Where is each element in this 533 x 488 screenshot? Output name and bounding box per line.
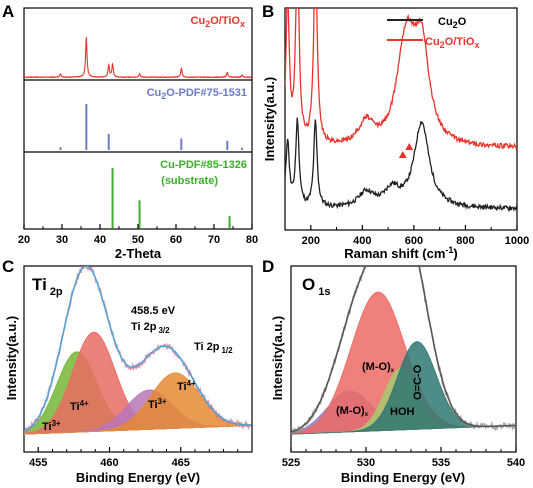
panel-c-title: Ti 2p — [32, 275, 63, 298]
panel-c: C 455 460 465 Ti 2p 458.5 eV Ti 2p 3/2 Ti 2p… — [2, 257, 253, 485]
x-tick-label: 30 — [56, 234, 68, 246]
panel-d: D 525 530 535 540 O 1s (M-O)x (M-O)x HOH O=C… — [262, 257, 525, 485]
panel-c-x-axis-label: Binding Energy (eV) — [76, 470, 200, 485]
panel-d-x-axis-label: Binding Energy (eV) — [341, 470, 465, 485]
panel-a-plot-area — [24, 37, 252, 228]
panel-d-letter: D — [262, 257, 274, 276]
panel-c-letter: C — [2, 257, 14, 276]
x-tick-label: 600 — [405, 235, 423, 247]
x-tick-label: 70 — [208, 234, 220, 246]
panel-b-x-ticks: 200 400 600 800 1000 — [284, 225, 529, 247]
panel-d-comp-label-1: (M-O)x — [336, 405, 369, 418]
panel-d-title: O 1s — [302, 275, 330, 298]
panel-a-label-cu-pdf: Cu-PDF#85-1326 — [160, 159, 247, 171]
panel-a-label-cu2o-tiox: Cu2O/TiOx — [191, 15, 245, 29]
raman-marker-triangle — [398, 151, 407, 158]
panel-d-plot-area — [291, 266, 516, 437]
panel-b-x-axis-label: Raman shift (cm-1) — [344, 245, 458, 261]
x-tick-label: 60 — [170, 234, 182, 246]
panel-c-comp-label-2: Ti4+ — [70, 399, 89, 413]
x-tick-label: 460 — [100, 457, 118, 469]
panel-c-x-ticks: 455 460 465 — [23, 447, 253, 469]
panel-a-label-cu2o-pdf: Cu2O-PDF#75-1531 — [147, 87, 247, 101]
panel-c-ti2p32-annotation: Ti 2p 3/2 — [131, 321, 170, 335]
x-tick-label: 530 — [357, 457, 375, 469]
xps-fit-envelope — [291, 266, 516, 433]
panel-b-letter: B — [262, 2, 274, 21]
panel-b-y-axis-label: Intensity(a.u.) — [262, 77, 277, 162]
panel-a: A 20 30 40 50 60 70 80 Cu2O/TiOx Cu2O-PDF#75-1… — [2, 2, 258, 261]
x-tick-label: 400 — [353, 235, 371, 247]
panel-b-plot-area — [285, 8, 517, 213]
legend-label-cu2o-tiox: Cu2O/TiOx — [425, 36, 479, 50]
panel-d-comp-label-4: O=C-O — [412, 364, 424, 400]
panel-d-frame — [290, 265, 517, 453]
x-tick-label: 40 — [94, 234, 106, 246]
x-tick-label: 80 — [246, 234, 258, 246]
x-tick-label: 540 — [507, 457, 525, 469]
panel-d-comp-label-2: (M-O)x — [362, 361, 395, 374]
x-tick-label: 1000 — [505, 235, 529, 247]
panel-a-x-ticks: 20 30 40 50 60 70 80 — [18, 224, 258, 246]
panel-b-legend: Cu2O Cu2O/TiOx — [387, 16, 479, 50]
panel-c-energy-annotation: 458.5 eV — [131, 305, 176, 317]
panel-a-label-substrate: (substrate) — [161, 175, 218, 187]
xps-component-peak — [291, 341, 516, 435]
x-tick-label: 800 — [456, 235, 474, 247]
x-tick-label: 455 — [29, 457, 47, 469]
panel-b: B 200 400 600 800 1000 Cu2O Cu2O/TiOx Intens… — [262, 2, 529, 261]
x-tick-label: 525 — [282, 457, 300, 469]
xrd-pattern-line — [24, 37, 252, 79]
panel-c-ti2p12-annotation: Ti 2p 1/2 — [194, 341, 233, 355]
xps-fit-envelope — [24, 266, 252, 432]
panel-d-comp-label-3: HOH — [390, 406, 415, 418]
raman-series-line — [285, 8, 517, 151]
panel-c-comp-label-4: Ti4+ — [177, 379, 196, 393]
raman-series-line — [285, 117, 517, 213]
panel-a-letter: A — [2, 2, 14, 21]
x-tick-label: 465 — [172, 457, 190, 469]
panel-c-y-axis-label: Intensity(a.u.) — [4, 316, 19, 401]
panel-d-x-ticks: 525 530 535 540 — [282, 447, 525, 469]
panel-c-plot-area — [24, 266, 252, 435]
panel-a-x-axis-label: 2-Theta — [115, 246, 162, 261]
x-tick-label: 535 — [432, 457, 450, 469]
panel-a-frame — [23, 7, 253, 230]
x-tick-label: 200 — [302, 235, 320, 247]
x-tick-label: 20 — [18, 234, 30, 246]
legend-label-cu2o: Cu2O — [438, 16, 467, 30]
panel-b-frame — [284, 7, 518, 231]
panel-c-comp-label-3: Ti3+ — [148, 397, 167, 411]
panel-d-y-axis-label: Intensity(a.u.) — [270, 316, 285, 401]
panel-c-comp-label-1: Ti3+ — [42, 419, 61, 433]
raman-marker-triangle — [405, 143, 414, 150]
x-tick-label: 50 — [132, 234, 144, 246]
